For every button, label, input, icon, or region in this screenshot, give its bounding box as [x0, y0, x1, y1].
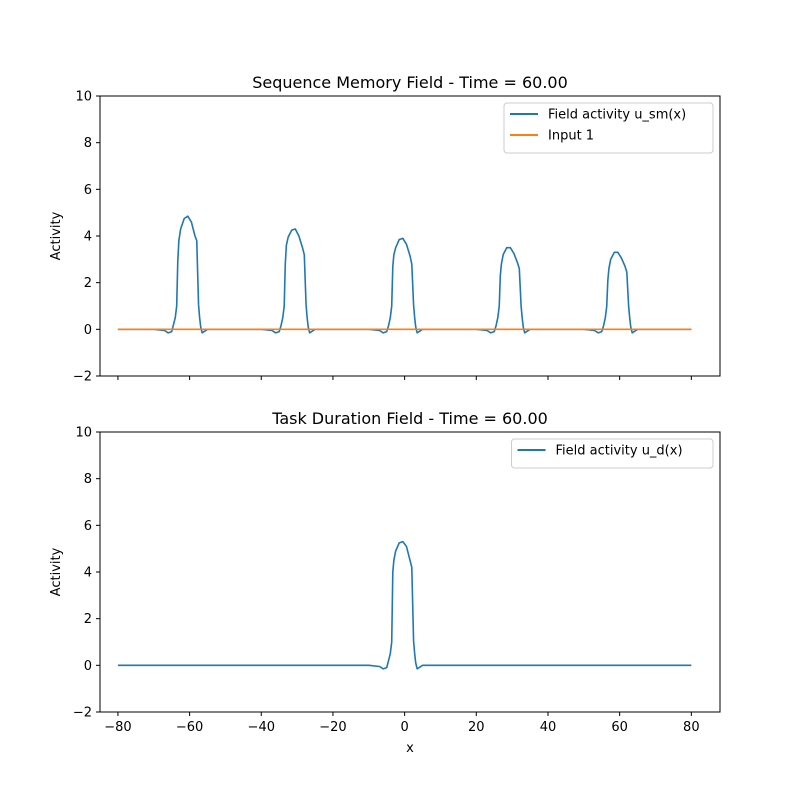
x-tick-label: 80 [683, 720, 700, 735]
series-line-1 [117, 215, 692, 334]
x-tick-label: 40 [540, 720, 557, 735]
y-tick-label: 2 [84, 612, 92, 627]
y-axis-label: Activity [49, 547, 64, 596]
y-tick-label: 2 [84, 276, 92, 291]
y-tick-label: 8 [84, 136, 92, 151]
series-group [117, 540, 692, 670]
chart-title: Task Duration Field - Time = 60.00 [271, 409, 548, 428]
legend-box [503, 102, 714, 154]
legend-label-1: Field activity u_sm(x) [548, 108, 686, 123]
chart-title: Sequence Memory Field - Time = 60.00 [252, 73, 568, 92]
y-tick-label: 6 [84, 519, 92, 534]
legend-box [511, 438, 714, 469]
chart-panel-1: Sequence Memory Field - Time = 60.00 −2 0 2… [49, 73, 721, 385]
series-group [117, 215, 692, 334]
x-tick-label: −40 [248, 720, 275, 735]
y-tick-label: 4 [84, 566, 92, 581]
x-tick-label: −20 [319, 720, 346, 735]
y-tick-label: −2 [73, 706, 92, 721]
y-tick-label: 0 [84, 323, 92, 338]
y-tick-label: 4 [84, 230, 92, 245]
x-axis-label: x [406, 741, 414, 756]
y-tick-label: 6 [84, 183, 92, 198]
legend: Field activity u_sm(x) Input 1 [503, 102, 714, 154]
legend: Field activity u_d(x) [511, 438, 714, 469]
y-axis-label: Activity [49, 211, 64, 260]
panels: Sequence Memory Field - Time = 60.00−202… [49, 73, 721, 756]
y-tick-label: −2 [73, 370, 92, 385]
series-line-1 [117, 540, 692, 670]
legend-label-1: Field activity u_d(x) [556, 444, 683, 459]
x-tick-label: 20 [468, 720, 485, 735]
y-tick-label: 10 [75, 426, 92, 441]
legend-label-2: Input 1 [548, 129, 594, 144]
x-tick-label: 60 [611, 720, 628, 735]
y-tick-label: 8 [84, 472, 92, 487]
y-tick-label: 0 [84, 659, 92, 674]
x-tick-label: −80 [104, 720, 131, 735]
x-tick-label: 0 [400, 720, 408, 735]
chart-panel-2: Task Duration Field - Time = 60.00 −80 −60… [49, 409, 721, 756]
y-tick-label: 10 [75, 90, 92, 105]
x-tick-label: −60 [176, 720, 203, 735]
